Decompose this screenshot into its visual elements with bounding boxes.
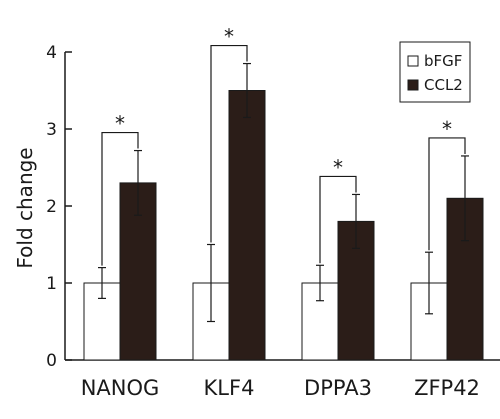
y-tick-label: 2 — [46, 197, 57, 217]
x-category-label: KLF4 — [204, 376, 255, 400]
significance-bracket — [210, 44, 248, 243]
significance-star: * — [115, 112, 125, 136]
y-axis-label: Fold change — [13, 147, 37, 268]
x-category-label: NANOG — [81, 376, 160, 400]
significance-star: * — [224, 25, 234, 49]
error-bars — [98, 62, 469, 323]
significance-bracket — [101, 131, 139, 266]
x-category-label: DPPA3 — [304, 376, 372, 400]
x-category-label: ZFP42 — [414, 376, 480, 400]
significance-bracket — [319, 175, 357, 264]
significance-star: * — [333, 155, 343, 179]
legend-swatch — [407, 55, 419, 67]
y-tick-label: 0 — [46, 351, 57, 371]
significance-brackets: * * * * — [101, 25, 466, 266]
legend-label: CCL2 — [424, 76, 463, 94]
bar-ccl2 — [228, 90, 266, 361]
y-tick-label: 1 — [46, 274, 57, 294]
legend: bFGF CCL2 — [399, 41, 471, 103]
significance-bracket — [428, 137, 466, 251]
y-tick-label: 4 — [46, 43, 57, 63]
axes: 0 1 2 3 4 NANOG KLF4 DPPA3 ZFP42 — [46, 43, 500, 400]
legend-label: bFGF — [424, 52, 462, 70]
legend-swatch — [407, 79, 419, 91]
legend-box — [399, 41, 471, 103]
bars — [83, 90, 484, 361]
y-tick-label: 3 — [46, 120, 57, 140]
significance-star: * — [442, 117, 452, 141]
